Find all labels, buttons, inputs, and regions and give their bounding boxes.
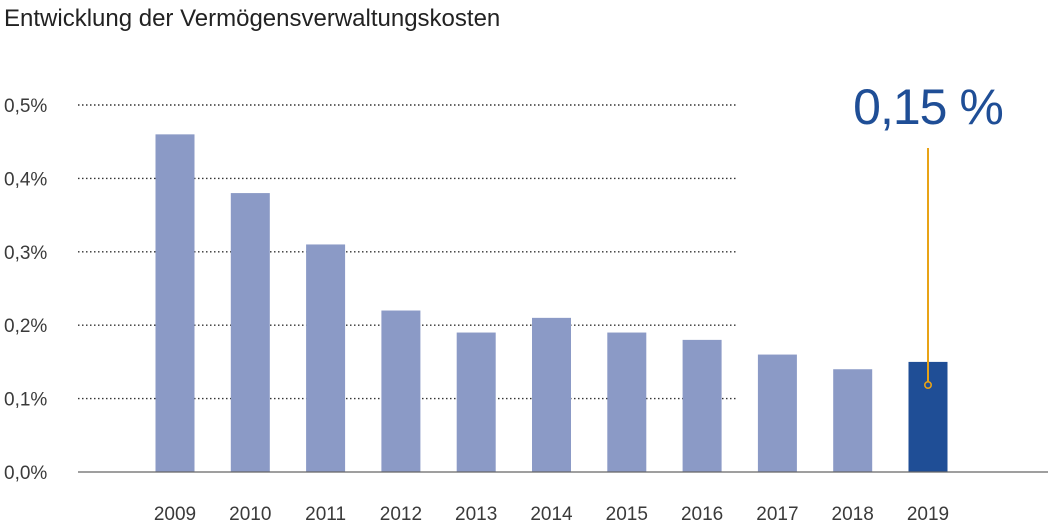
highlight-callout: 0,15 % (853, 79, 1004, 389)
y-axis-ticks: 0,0% 0,1% 0,2% 0,3% 0,4% 0,5% (4, 96, 47, 484)
x-tick-label: 2017 (756, 504, 798, 525)
y-tick-label: 0,2% (4, 316, 47, 337)
bars (155, 134, 948, 473)
y-tick-label: 0,5% (4, 96, 47, 117)
bar (456, 332, 496, 472)
bar (833, 369, 873, 472)
bar (682, 339, 722, 472)
x-tick-label: 2011 (305, 504, 346, 525)
y-tick-label: 0,0% (4, 463, 47, 484)
bar (230, 193, 270, 472)
x-tick-label: 2009 (154, 504, 196, 525)
x-tick-label: 2012 (380, 504, 422, 525)
callout-dot (923, 380, 932, 389)
x-tick-label: 2016 (681, 504, 723, 525)
x-axis-ticks: 2009 2010 2011 2012 2013 2014 2015 2016 2017 2018… (154, 504, 949, 525)
bar (532, 317, 571, 472)
y-tick-label: 0,1% (4, 390, 47, 411)
x-tick-label: 2013 (455, 504, 497, 525)
x-tick-label: 2015 (606, 504, 648, 525)
x-tick-label: 2018 (832, 504, 874, 525)
chart-title: Entwicklung der Vermögensverwaltungskost… (4, 5, 500, 32)
x-tick-label: 2019 (907, 504, 949, 525)
bar (155, 134, 195, 473)
x-tick-label: 2010 (229, 504, 271, 525)
bar (757, 354, 797, 472)
y-tick-label: 0,4% (4, 169, 47, 190)
callout-value-label: 0,15 % (853, 79, 1003, 135)
x-tick-label: 2014 (530, 504, 573, 525)
y-tick-label: 0,3% (4, 243, 47, 264)
bar (607, 332, 647, 472)
bar (306, 244, 346, 472)
bar (381, 310, 421, 472)
